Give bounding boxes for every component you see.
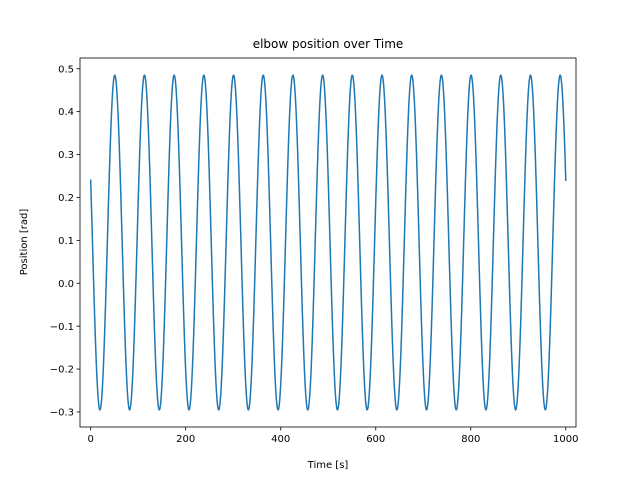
y-tick-label: 0.1 bbox=[58, 236, 74, 247]
y-tick-label: 0.3 bbox=[58, 150, 74, 161]
x-tick-label: 0 bbox=[88, 434, 94, 445]
x-tick-label: 400 bbox=[271, 434, 290, 445]
series-line bbox=[89, 74, 567, 411]
plot-area bbox=[89, 74, 567, 411]
x-tick-label: 800 bbox=[461, 434, 480, 445]
y-axis: −0.3 −0.2 −0.1 0.0 0.1 0.2 0.3 0.4 0.5 bbox=[50, 64, 80, 419]
x-tick-label: 600 bbox=[366, 434, 385, 445]
y-tick-label: 0.4 bbox=[58, 107, 74, 118]
chart-title: elbow position over Time bbox=[253, 37, 404, 51]
x-tick-label: 200 bbox=[176, 434, 195, 445]
y-tick-label: 0.2 bbox=[58, 193, 74, 204]
y-tick-label: −0.3 bbox=[50, 408, 74, 419]
x-tick-label: 1000 bbox=[553, 434, 578, 445]
x-axis-label: Time [s] bbox=[307, 460, 349, 471]
y-tick-label: −0.1 bbox=[50, 322, 74, 333]
y-tick-label: 0.5 bbox=[58, 64, 74, 75]
axes-frame bbox=[79, 57, 577, 428]
y-tick-label: −0.2 bbox=[50, 365, 74, 376]
x-axis: 0 200 400 600 800 1000 bbox=[88, 427, 579, 445]
y-axis-label: Position [rad] bbox=[19, 209, 30, 276]
y-tick-label: 0.0 bbox=[58, 279, 74, 290]
